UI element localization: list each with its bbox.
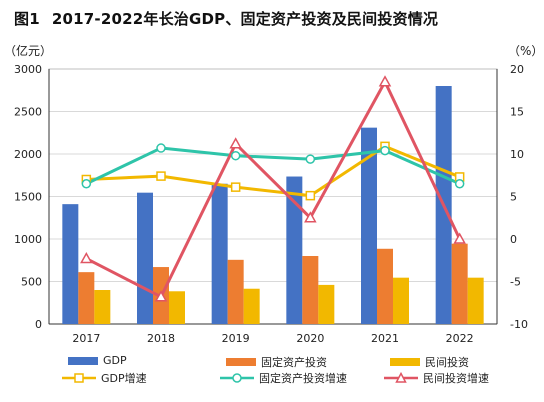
left-tick-label: 2000 — [14, 148, 42, 161]
marker-private-growth — [453, 232, 466, 244]
marker-fixed-growth — [305, 154, 316, 164]
legend-line-private-growth — [384, 372, 418, 383]
legend-line-fixed-growth — [220, 373, 254, 383]
marker-private-growth — [378, 75, 392, 87]
left-tick-label: 1000 — [14, 233, 42, 246]
legend-label-fixed: 固定资产投资 — [261, 356, 327, 369]
bar-fixed-investment — [377, 248, 393, 324]
legend-item-gdp: GDP — [68, 354, 127, 367]
legend-label-gdp: GDP — [103, 354, 127, 367]
right-tick-label: 20 — [510, 63, 524, 76]
marker-fixed-growth — [81, 179, 92, 189]
x-tick-label: 2021 — [371, 332, 399, 345]
left-tick-label: 500 — [21, 276, 42, 289]
x-tick-label: 2017 — [72, 332, 100, 345]
legend-item-private-growth: 民间投资增速 — [384, 370, 489, 386]
chart-title: 图1 2017-2022年长治GDP、固定资产投资及民间投资情况 — [14, 8, 438, 29]
combo-chart: 0 500 1000 1500 2000 2500 3000 -10 -5 0 5 10 15 20 201… — [14, 63, 528, 345]
chart-title-text: 2017-2022年长治GDP、固定资产投资及民间投资情况 — [51, 10, 439, 28]
bar-fixed-investment — [78, 272, 95, 324]
bar-private-investment — [467, 277, 484, 324]
legend-label-private: 民间投资 — [425, 356, 469, 369]
bar-gdp — [286, 176, 303, 324]
bar-gdp — [211, 183, 228, 324]
bar-private-investment — [169, 291, 185, 324]
legend-item-private: 民间投资 — [390, 354, 469, 370]
right-tick-label: 15 — [510, 106, 524, 119]
marker-gdp-growth — [156, 171, 166, 181]
marker-private-growth — [229, 137, 242, 149]
right-tick-label: -5 — [510, 276, 521, 289]
legend-label-gdp-growth: GDP增速 — [101, 372, 147, 385]
bar-gdp — [361, 127, 377, 325]
bar-fixed-investment — [451, 243, 468, 324]
left-tick-label: 0 — [35, 318, 42, 331]
left-tick-label: 2500 — [14, 106, 42, 119]
right-tick-label: -10 — [510, 318, 528, 331]
bar-private-investment — [94, 290, 111, 324]
marker-gdp-growth — [230, 182, 241, 192]
right-tick-label: 10 — [510, 148, 524, 161]
figure-number: 图1 — [14, 10, 40, 28]
x-tick-label: 2022 — [446, 332, 474, 345]
line-private-growth — [85, 80, 462, 299]
right-axis-unit: （%） — [508, 44, 544, 58]
legend-item-gdp-growth: GDP增速 — [62, 370, 147, 386]
bar-fixed-investment — [227, 259, 244, 324]
marker-private-growth — [80, 252, 93, 264]
marker-gdp-growth — [305, 190, 316, 201]
x-tick-label: 2019 — [222, 332, 250, 345]
bar-private-investment — [243, 288, 260, 324]
legend-item-fixed: 固定资产投资 — [226, 354, 327, 370]
legend-swatch-gdp — [68, 356, 98, 365]
left-tick-label: 3000 — [14, 63, 42, 76]
marker-private-growth — [304, 211, 317, 223]
left-tick-label: 1500 — [14, 191, 42, 204]
marker-fixed-growth — [156, 143, 166, 153]
x-tick-label: 2018 — [147, 332, 175, 345]
legend-label-fixed-growth: 固定资产投资增速 — [259, 372, 347, 385]
x-tick-label: 2020 — [296, 332, 324, 345]
bar-gdp — [137, 192, 153, 324]
marker-fixed-growth — [230, 150, 241, 161]
line-fixed-growth — [85, 146, 461, 186]
right-tick-label: 0 — [510, 233, 517, 246]
bar-private-investment — [318, 284, 335, 324]
legend-swatch-private — [390, 358, 420, 366]
legend-label-private-growth: 民间投资增速 — [423, 372, 489, 385]
legend: GDP 固定资产投资 民间投资 GDP增速 固定资产投资增速 民间投资增速 — [0, 350, 544, 400]
right-tick-label: 5 — [510, 191, 517, 204]
legend-swatch-fixed — [226, 358, 256, 366]
bar-fixed-investment — [302, 256, 319, 324]
marker-fixed-growth — [454, 179, 465, 189]
marker-fixed-growth — [380, 145, 390, 156]
line-gdp-growth — [86, 144, 461, 198]
bar-gdp — [62, 204, 79, 324]
left-axis-unit: （亿元） — [4, 44, 53, 58]
legend-line-gdp-growth — [62, 373, 96, 383]
legend-item-fixed-growth: 固定资产投资增速 — [220, 370, 347, 386]
marker-private-growth — [154, 290, 168, 302]
bar-private-investment — [393, 277, 409, 324]
